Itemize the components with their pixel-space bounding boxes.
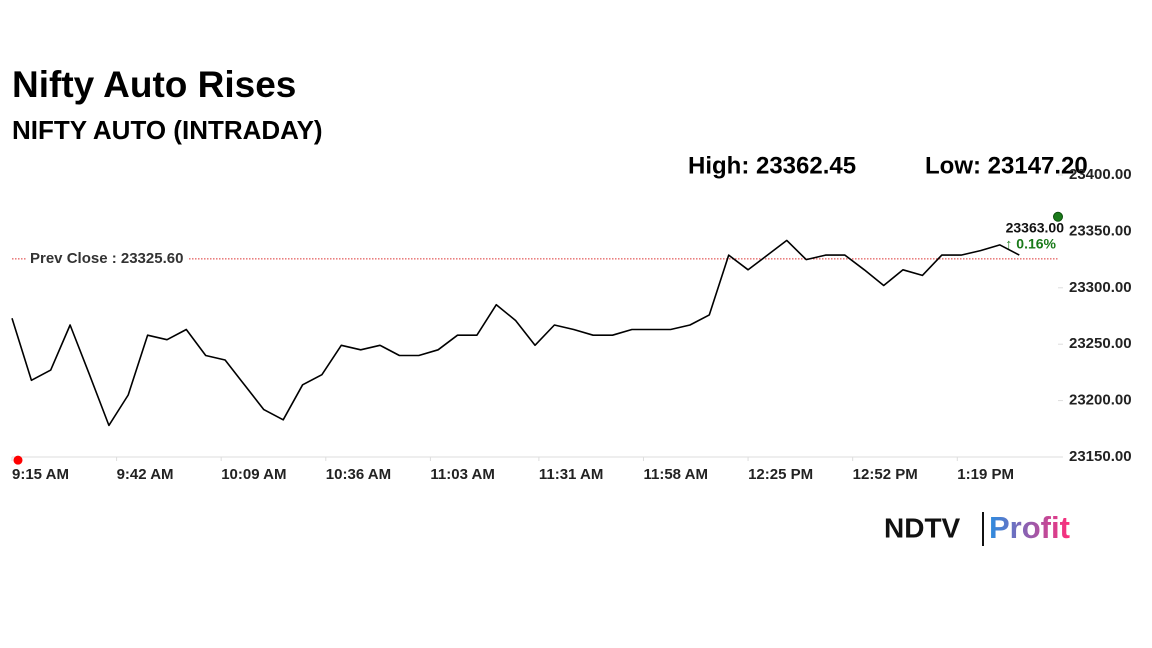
low-label: Low: 23147.20 [925, 152, 1088, 179]
x-tick-label: 12:52 PM [853, 466, 918, 483]
change-label: ↑ 0.16% [1005, 235, 1056, 251]
last-marker [1053, 211, 1063, 222]
x-tick-label: 10:36 AM [326, 466, 391, 483]
x-tick-label: 9:42 AM [117, 466, 174, 483]
prev-close-bg [26, 249, 188, 267]
y-tick-label: 23300.00 [1069, 279, 1132, 296]
x-tick-label: 9:15 AM [12, 466, 69, 483]
x-tick-label: 11:03 AM [430, 466, 494, 483]
x-tick-label: 10:09 AM [221, 466, 286, 483]
y-tick-label: 23400.00 [1069, 166, 1132, 183]
last-price-label: 23363.00 [1006, 219, 1065, 235]
logo-profit: Profit [989, 510, 1070, 545]
x-tick-label: 12:25 PM [748, 466, 813, 483]
x-tick-label: 1:19 PM [957, 466, 1014, 483]
chart-title: Nifty Auto Rises [12, 64, 296, 105]
prev-close-label: Prev Close : 23325.60 [30, 250, 183, 267]
y-tick-label: 23200.00 [1069, 392, 1132, 409]
chart-subtitle: NIFTY AUTO (INTRADAY) [12, 115, 323, 145]
low-marker [13, 455, 23, 465]
price-line [11, 239, 1020, 427]
x-tick-label: 11:31 AM [539, 466, 603, 483]
high-label: High: 23362.45 [688, 152, 856, 179]
y-tick-label: 23150.00 [1069, 448, 1132, 465]
y-tick-label: 23350.00 [1069, 222, 1132, 239]
y-tick-label: 23250.00 [1069, 335, 1132, 352]
x-tick-label: 11:58 AM [643, 466, 707, 483]
logo-ndtv: NDTV [884, 512, 961, 543]
